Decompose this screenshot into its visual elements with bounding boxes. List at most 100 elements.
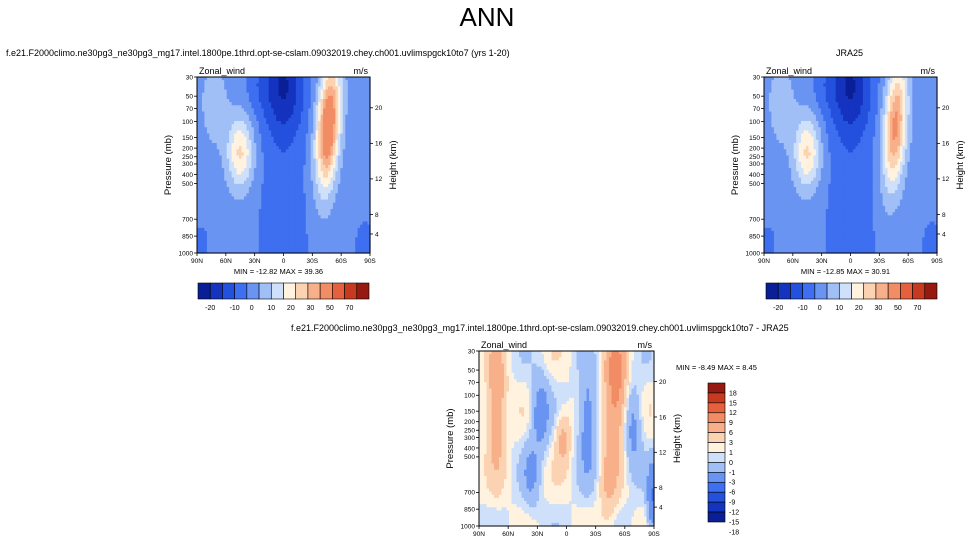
- contour-cell: [224, 234, 228, 238]
- contour-cell: [318, 158, 322, 163]
- contour-cell: [276, 209, 280, 213]
- contour-cell: [219, 143, 223, 147]
- contour-cell: [209, 205, 213, 210]
- contour-cell: [300, 89, 304, 94]
- contour-cell: [221, 152, 225, 157]
- contour-cell: [266, 117, 270, 122]
- contour-cell: [330, 246, 334, 251]
- contour-cell: [243, 124, 248, 128]
- contour-cell: [365, 165, 369, 169]
- contour-cell: [256, 218, 260, 223]
- contour-cell: [266, 158, 270, 163]
- contour-cell: [241, 237, 245, 242]
- contour-cell: [293, 111, 297, 116]
- contour-cell: [367, 86, 371, 91]
- contour-cell: [219, 215, 223, 220]
- contour-cell: [350, 111, 354, 116]
- contour-cell: [332, 133, 336, 138]
- contour-cell: [850, 102, 854, 106]
- contour-cell: [350, 83, 354, 88]
- contour-cell: [295, 149, 299, 154]
- contour-cell: [246, 199, 250, 204]
- contour-cell: [303, 89, 307, 94]
- contour-cell: [263, 212, 267, 216]
- contour-cell: [197, 92, 201, 97]
- contour-cell: [229, 89, 233, 94]
- contour-cell: [201, 86, 206, 91]
- contour-cell: [766, 83, 770, 88]
- contour-cell: [362, 168, 366, 172]
- contour-cell: [226, 246, 230, 251]
- contour-cell: [335, 158, 339, 163]
- contour-cell: [204, 171, 208, 176]
- contour-cell: [833, 102, 837, 106]
- contour-cell: [367, 133, 371, 138]
- contour-cell: [276, 243, 280, 248]
- contour-cell: [890, 105, 894, 110]
- contour-cell: [209, 146, 213, 150]
- contour-cell: [300, 95, 304, 100]
- contour-cell: [199, 246, 203, 251]
- contour-cell: [791, 108, 795, 113]
- contour-cell: [347, 127, 351, 132]
- contour-cell: [308, 105, 312, 110]
- contour-cell: [806, 83, 810, 88]
- contour-cell: [323, 209, 327, 213]
- contour-cell: [271, 224, 275, 229]
- contour-cell: [362, 105, 366, 110]
- contour-cell: [342, 80, 346, 84]
- contour-cell: [239, 187, 243, 191]
- contour-cell: [197, 114, 201, 119]
- contour-cell: [347, 121, 351, 125]
- contour-cell: [211, 202, 215, 207]
- contour-cell: [347, 190, 351, 194]
- contour-cell: [313, 143, 317, 147]
- contour-cell: [281, 99, 285, 103]
- contour-cell: [335, 152, 339, 157]
- contour-cell: [325, 177, 329, 182]
- contour-cell: [796, 114, 800, 119]
- contour-cell: [231, 99, 235, 103]
- contour-cell: [318, 108, 322, 113]
- contour-cell: [305, 187, 309, 191]
- contour-cell: [352, 95, 356, 100]
- contour-cell: [288, 168, 292, 172]
- contour-cell: [875, 95, 879, 100]
- contour-cell: [360, 199, 364, 204]
- contour-cell: [199, 187, 203, 191]
- contour-cell: [283, 202, 287, 207]
- contour-cell: [231, 149, 235, 154]
- contour-cell: [243, 121, 248, 125]
- contour-cell: [216, 133, 220, 138]
- contour-cell: [266, 180, 270, 185]
- contour-cell: [283, 152, 287, 157]
- contour-cell: [778, 92, 782, 97]
- contour-cell: [362, 158, 366, 163]
- contour-cell: [867, 108, 871, 113]
- contour-cell: [256, 155, 260, 160]
- contour-cell: [199, 193, 203, 198]
- contour-cell: [214, 234, 218, 238]
- contour-cell: [919, 114, 923, 119]
- contour-cell: [330, 121, 334, 125]
- contour-cell: [924, 95, 928, 100]
- contour-cell: [810, 102, 815, 106]
- contour-cell: [221, 133, 225, 138]
- contour-cell: [209, 143, 213, 147]
- contour-cell: [303, 177, 307, 182]
- contour-cell: [320, 174, 324, 179]
- contour-cell: [877, 99, 881, 103]
- contour-cell: [833, 111, 837, 116]
- contour-cell: [310, 152, 314, 157]
- contour-cell: [318, 77, 322, 81]
- contour-cell: [251, 165, 255, 169]
- contour-cell: [221, 80, 225, 84]
- contour-cell: [236, 102, 240, 106]
- contour-cell: [224, 127, 228, 132]
- contour-cell: [310, 127, 314, 132]
- contour-cell: [303, 243, 307, 248]
- contour-cell: [347, 196, 351, 201]
- contour-cell: [300, 193, 304, 198]
- contour-cell: [276, 224, 280, 229]
- contour-cell: [266, 108, 270, 113]
